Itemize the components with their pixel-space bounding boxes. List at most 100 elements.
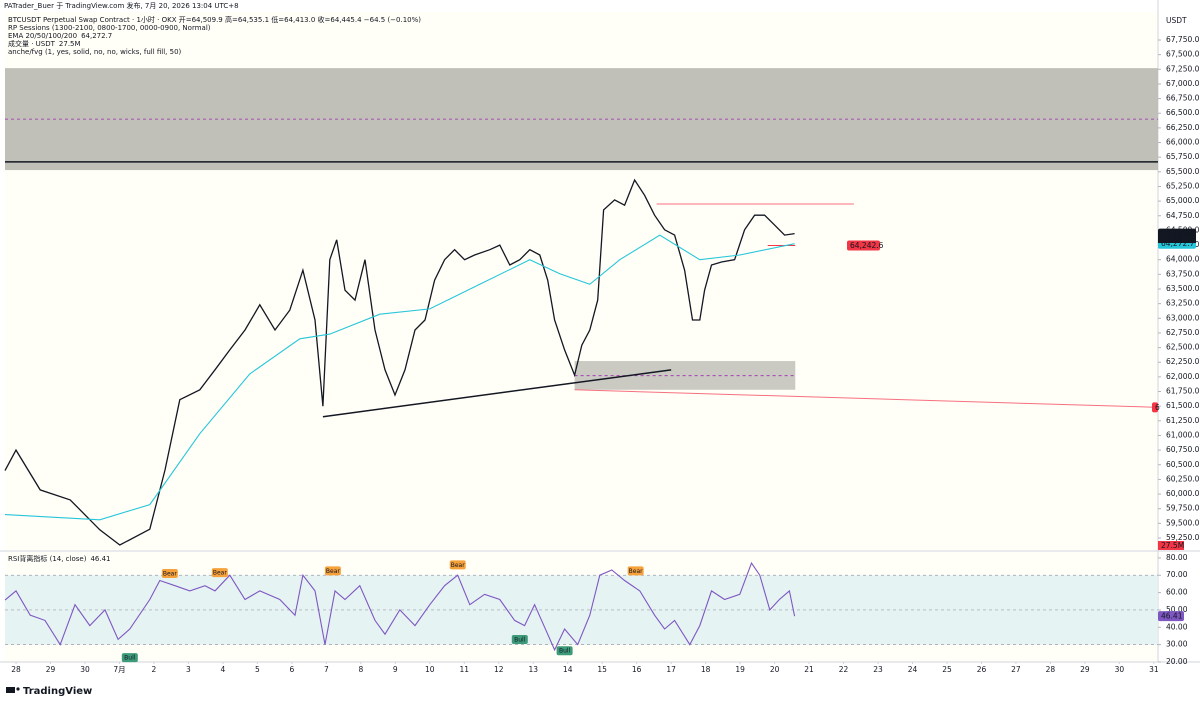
volume-tag-label: 27.5M	[1161, 541, 1184, 550]
y-tick-label: 80.00	[1166, 553, 1188, 562]
price-tag-label: 64,272.7	[1161, 239, 1195, 248]
x-tick-label: 16	[632, 665, 642, 674]
legend-title: RSI背离指标 (14, close)	[8, 554, 87, 563]
y-tick-label: 59,750.0	[1166, 504, 1200, 513]
logo: TradingView	[6, 686, 92, 697]
legend-value: 64,272.7	[81, 32, 112, 40]
x-tick-label: 28	[1046, 665, 1056, 674]
signal-badge	[556, 646, 573, 656]
x-tick-label: 30	[80, 665, 90, 674]
y-tick-label: 66,500.0	[1166, 108, 1200, 117]
y-tick-label: 50.00	[1166, 605, 1188, 614]
y-tick-label: 60.00	[1166, 588, 1188, 597]
y-tick-label: 63,000.0	[1166, 313, 1200, 322]
y-tick-label: 67,750.0	[1166, 35, 1200, 44]
y-tick-label: 62,250.0	[1166, 357, 1200, 366]
x-tick-label: 11	[459, 665, 469, 674]
y-tick-label: 65,250.0	[1166, 181, 1200, 190]
x-tick-label: 28	[11, 665, 21, 674]
legend-value: 27.5M	[59, 40, 81, 48]
signal-label: Bull	[124, 655, 136, 662]
y-tick-label: 63,500.0	[1166, 284, 1200, 293]
y-tick-label: 61,250.0	[1166, 416, 1200, 425]
price-tag-label: 64,445.4	[1161, 229, 1195, 238]
signal-label: Bull	[514, 636, 526, 643]
volume-tag	[1158, 541, 1184, 550]
y-tick-label: 62,000.0	[1166, 372, 1200, 381]
x-tick-label: 5	[255, 665, 260, 674]
y-tick-label: 63,750.0	[1166, 269, 1200, 278]
y-tick-label: 67,500.0	[1166, 50, 1200, 59]
price-tag-label: 46.41	[1161, 612, 1183, 621]
x-tick-label: 8	[358, 665, 363, 674]
x-tick-label: 31	[1149, 665, 1159, 674]
x-tick-label: 14	[563, 665, 573, 674]
series-line	[4, 178, 795, 546]
y-tick-label: 59,250.0	[1166, 533, 1200, 542]
x-tick-label: 30	[1115, 665, 1125, 674]
signal-label: Bear	[326, 568, 340, 575]
price-chart: 59,250.0 59,500.0 59,750.0 60,000.0 60,250.0…	[4, 15, 1200, 550]
y-tick-label: 40.00	[1166, 622, 1188, 631]
signal-badge	[449, 560, 466, 570]
x-tick-label: 25	[942, 665, 952, 674]
x-tick-label: 21	[804, 665, 814, 674]
series-line	[4, 561, 796, 652]
drawn-line	[322, 369, 672, 418]
logo-mark	[6, 687, 15, 693]
legend-value: 46.41	[90, 555, 110, 563]
rsi-chart: 20.00 30.00 40.00 50.00 60.00 70.00 80.00 RSI背离…	[4, 553, 1188, 666]
x-tick-label: 29	[1080, 665, 1090, 674]
signal-label: Bear	[629, 568, 643, 575]
x-tick-label: 24	[908, 665, 918, 674]
signal-badge	[211, 568, 228, 578]
x-tick-label: 3	[186, 665, 191, 674]
y-tick-label: 67,000.0	[1166, 79, 1200, 88]
x-tick-label: 17	[666, 665, 676, 674]
y-tick-label: 66,000.0	[1166, 138, 1200, 147]
x-tick-label: 18	[701, 665, 711, 674]
x-tick-label: 4	[221, 665, 226, 674]
price-tag	[1152, 402, 1158, 413]
y-tick-label: 59,500.0	[1166, 518, 1200, 527]
x-tick-label: 2	[152, 665, 157, 674]
brand: TradingView	[23, 686, 92, 697]
x-tick-label: 22	[839, 665, 849, 674]
y-tick-label: 67,250.0	[1166, 64, 1200, 73]
legend-row: 成交量 · USDT	[8, 39, 56, 48]
signal-badge	[324, 566, 341, 576]
y-tick-label: 64,000.0	[1166, 255, 1200, 264]
y-tick-label: 60,750.0	[1166, 445, 1200, 454]
x-tick-label: 20	[770, 665, 780, 674]
x-tick-label: 23	[873, 665, 883, 674]
y-tick-label: 66,750.0	[1166, 94, 1200, 103]
signal-badge	[161, 569, 178, 579]
y-tick-label: 65,000.0	[1166, 196, 1200, 205]
y-tick-label: 60,000.0	[1166, 489, 1200, 498]
x-tick-label: 15	[597, 665, 607, 674]
countdown: 55:59	[1161, 235, 1183, 244]
signal-badge	[121, 653, 138, 663]
logo-mark	[16, 687, 20, 691]
signal-label: Bear	[451, 562, 465, 569]
legend-row: anche/fvg (1, yes, solid, no, no, wicks,…	[8, 48, 182, 56]
price-tag	[1158, 611, 1184, 622]
currency: USDT	[1166, 16, 1187, 25]
signal-badge	[511, 634, 528, 644]
y-tick-label: 63,250.0	[1166, 299, 1200, 308]
y-tick-label: 66,250.0	[1166, 123, 1200, 132]
header-text: PATrader_Buer 于 TradingView.com 发布, 7月 2…	[4, 1, 239, 10]
y-tick-label: 61,500.0	[1166, 401, 1200, 410]
legend-title: BTCUSDT Perpetual Swap Contract · 1小时 · …	[8, 15, 421, 24]
legend-row: RP Sessions (1300-2100, 0800-1700, 0000-…	[8, 24, 211, 32]
signal-label: Bear	[213, 570, 227, 577]
signal-label: Bull	[559, 648, 571, 655]
y-tick-label: 64,750.0	[1166, 211, 1200, 220]
x-tick-label: 12	[494, 665, 504, 674]
x-tick-label: 19	[735, 665, 745, 674]
legend-row: EMA 20/50/100/200	[8, 32, 77, 40]
y-tick-label: 61,000.0	[1166, 430, 1200, 439]
x-tick-label: 7	[324, 665, 329, 674]
y-tick-label: 65,500.0	[1166, 167, 1200, 176]
